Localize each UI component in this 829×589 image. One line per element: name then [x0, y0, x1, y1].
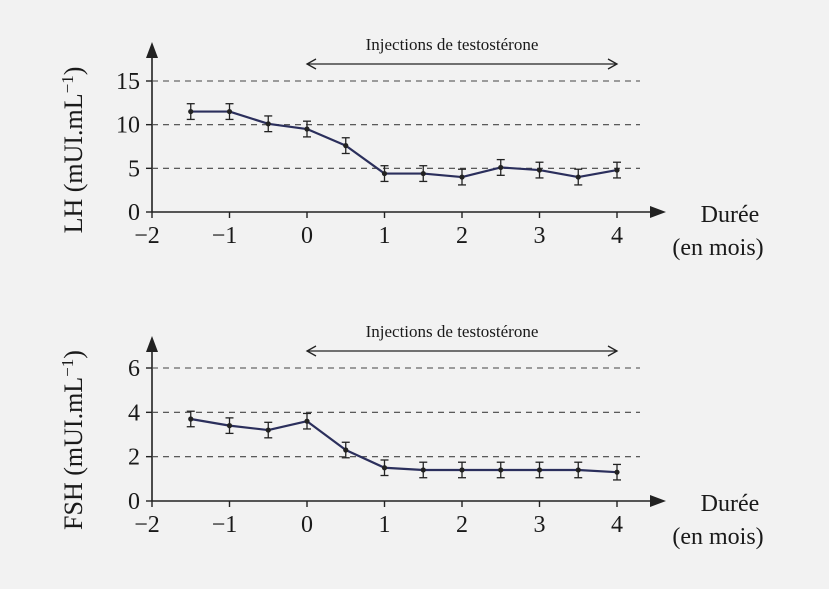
y-tick-label: 6: [128, 356, 140, 382]
y-tick-label: 0: [128, 489, 140, 515]
data-point: [420, 170, 426, 177]
data-point: [575, 174, 581, 180]
fsh-chart: 0 2 4 6 −2 −1 0 1 2 3 4 FSH (mUI.mL−1) Durée (en …: [58, 322, 764, 550]
x-tick-label: −1: [212, 512, 238, 538]
x-axis-arrowhead: [650, 495, 666, 507]
data-point: [226, 423, 233, 429]
data-point: [536, 167, 543, 173]
annotation-arrowhead-right: [607, 58, 619, 70]
x-axis-title-line1: Durée: [701, 491, 760, 517]
y-tick-label: 10: [116, 113, 140, 139]
x-tick-label: 2: [456, 512, 468, 538]
data-point: [536, 467, 543, 473]
x-tick-label: 0: [301, 512, 313, 538]
data-point: [381, 170, 388, 177]
annotation-arrowhead-left: [305, 345, 317, 357]
data-point: [459, 174, 465, 180]
injections-annotation: Injections de testostérone: [305, 322, 619, 357]
y-tick-label: 4: [128, 400, 140, 426]
y-axis-title: LH (mUI.mL−1): [58, 67, 89, 234]
x-tick-label: −2: [134, 223, 160, 249]
annotation-arrowhead-left: [305, 58, 317, 70]
x-tick-label: 0: [301, 223, 313, 249]
data-point: [459, 467, 465, 473]
x-axis-arrowhead: [650, 206, 666, 218]
y-tick-label: 0: [128, 200, 140, 226]
y-axis-arrowhead: [146, 336, 158, 352]
data-point: [304, 126, 310, 132]
data-point: [304, 418, 310, 424]
x-tick-label: −1: [212, 223, 238, 249]
y-tick-label: 15: [116, 69, 140, 95]
data-point: [226, 108, 233, 115]
data-point: [614, 167, 620, 173]
data-point: [614, 469, 620, 475]
x-axis-title-line1: Durée: [701, 202, 760, 228]
lh-chart: 0 5 10 15 −2 −1 0 1 2 3 4 LH (mUI.mL−1) Durée (en…: [58, 35, 764, 261]
data-point: [265, 121, 271, 127]
data-point: [575, 467, 581, 473]
annotation-arrowhead-right: [607, 345, 619, 357]
x-tick-label: −2: [134, 512, 160, 538]
x-axis-title-line2: (en mois): [672, 524, 763, 550]
data-point: [420, 467, 426, 473]
y-tick-label: 2: [128, 445, 140, 471]
y-axis-arrowhead: [146, 42, 158, 58]
x-axis-title-line2: (en mois): [672, 235, 763, 261]
data-point: [343, 143, 349, 149]
data-point: [498, 467, 504, 473]
data-point: [498, 164, 504, 171]
data-point: [188, 108, 194, 115]
data-point: [265, 427, 271, 433]
x-tick-label: 3: [534, 512, 546, 538]
annotation-text: Injections de testostérone: [366, 35, 539, 54]
y-axis-title: FSH (mUI.mL−1): [58, 350, 89, 530]
x-tick-label: 4: [611, 512, 623, 538]
data-point: [188, 416, 194, 422]
injections-annotation: Injections de testostérone: [305, 35, 619, 70]
fsh-series-line: [190, 417, 618, 474]
lh-series-line: [190, 110, 618, 179]
data-point: [381, 465, 388, 471]
x-tick-label: 3: [534, 223, 546, 249]
annotation-text: Injections de testostérone: [366, 322, 539, 341]
x-tick-label: 4: [611, 223, 623, 249]
x-tick-label: 1: [379, 512, 391, 538]
y-tick-label: 5: [128, 156, 140, 182]
x-tick-label: 2: [456, 223, 468, 249]
x-tick-label: 1: [379, 223, 391, 249]
data-point: [343, 447, 349, 453]
